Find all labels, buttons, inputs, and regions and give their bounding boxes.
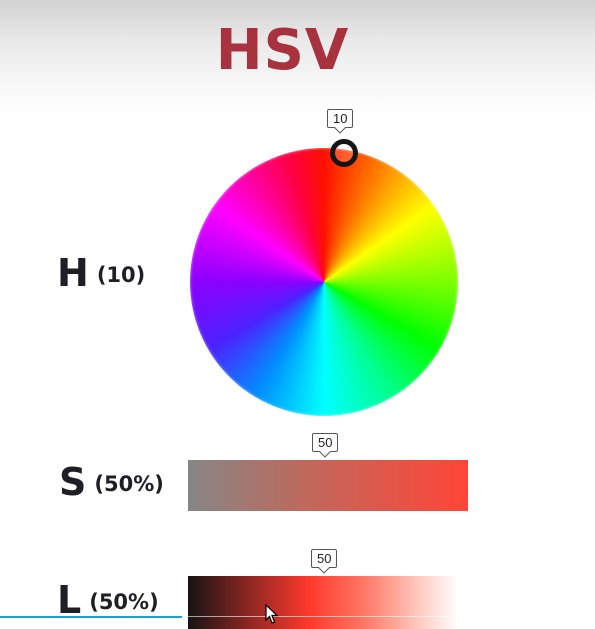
lightness-value-text: (50%): [89, 590, 159, 614]
saturation-label: S (50%): [59, 463, 164, 501]
saturation-value-text: (50%): [94, 472, 164, 496]
hue-value-bubble: 10: [327, 109, 354, 128]
hue-handle[interactable]: [330, 139, 358, 167]
lightness-letter: L: [57, 578, 82, 622]
accent-underline: [0, 616, 182, 618]
saturation-letter: S: [59, 460, 87, 504]
page-title: HSV: [215, 18, 350, 83]
hue-label: H (10): [57, 254, 145, 292]
mouse-pointer-icon: [265, 604, 279, 624]
lightness-slider[interactable]: [188, 576, 458, 629]
saturation-slider[interactable]: [188, 460, 468, 511]
hue-letter: H: [57, 251, 89, 295]
lightness-value-bubble: 50: [311, 549, 338, 568]
hue-wheel[interactable]: [190, 148, 458, 416]
hue-value-text: (10): [96, 263, 146, 287]
lightness-label: L (50%): [57, 581, 159, 619]
saturation-value-bubble: 50: [312, 433, 339, 452]
